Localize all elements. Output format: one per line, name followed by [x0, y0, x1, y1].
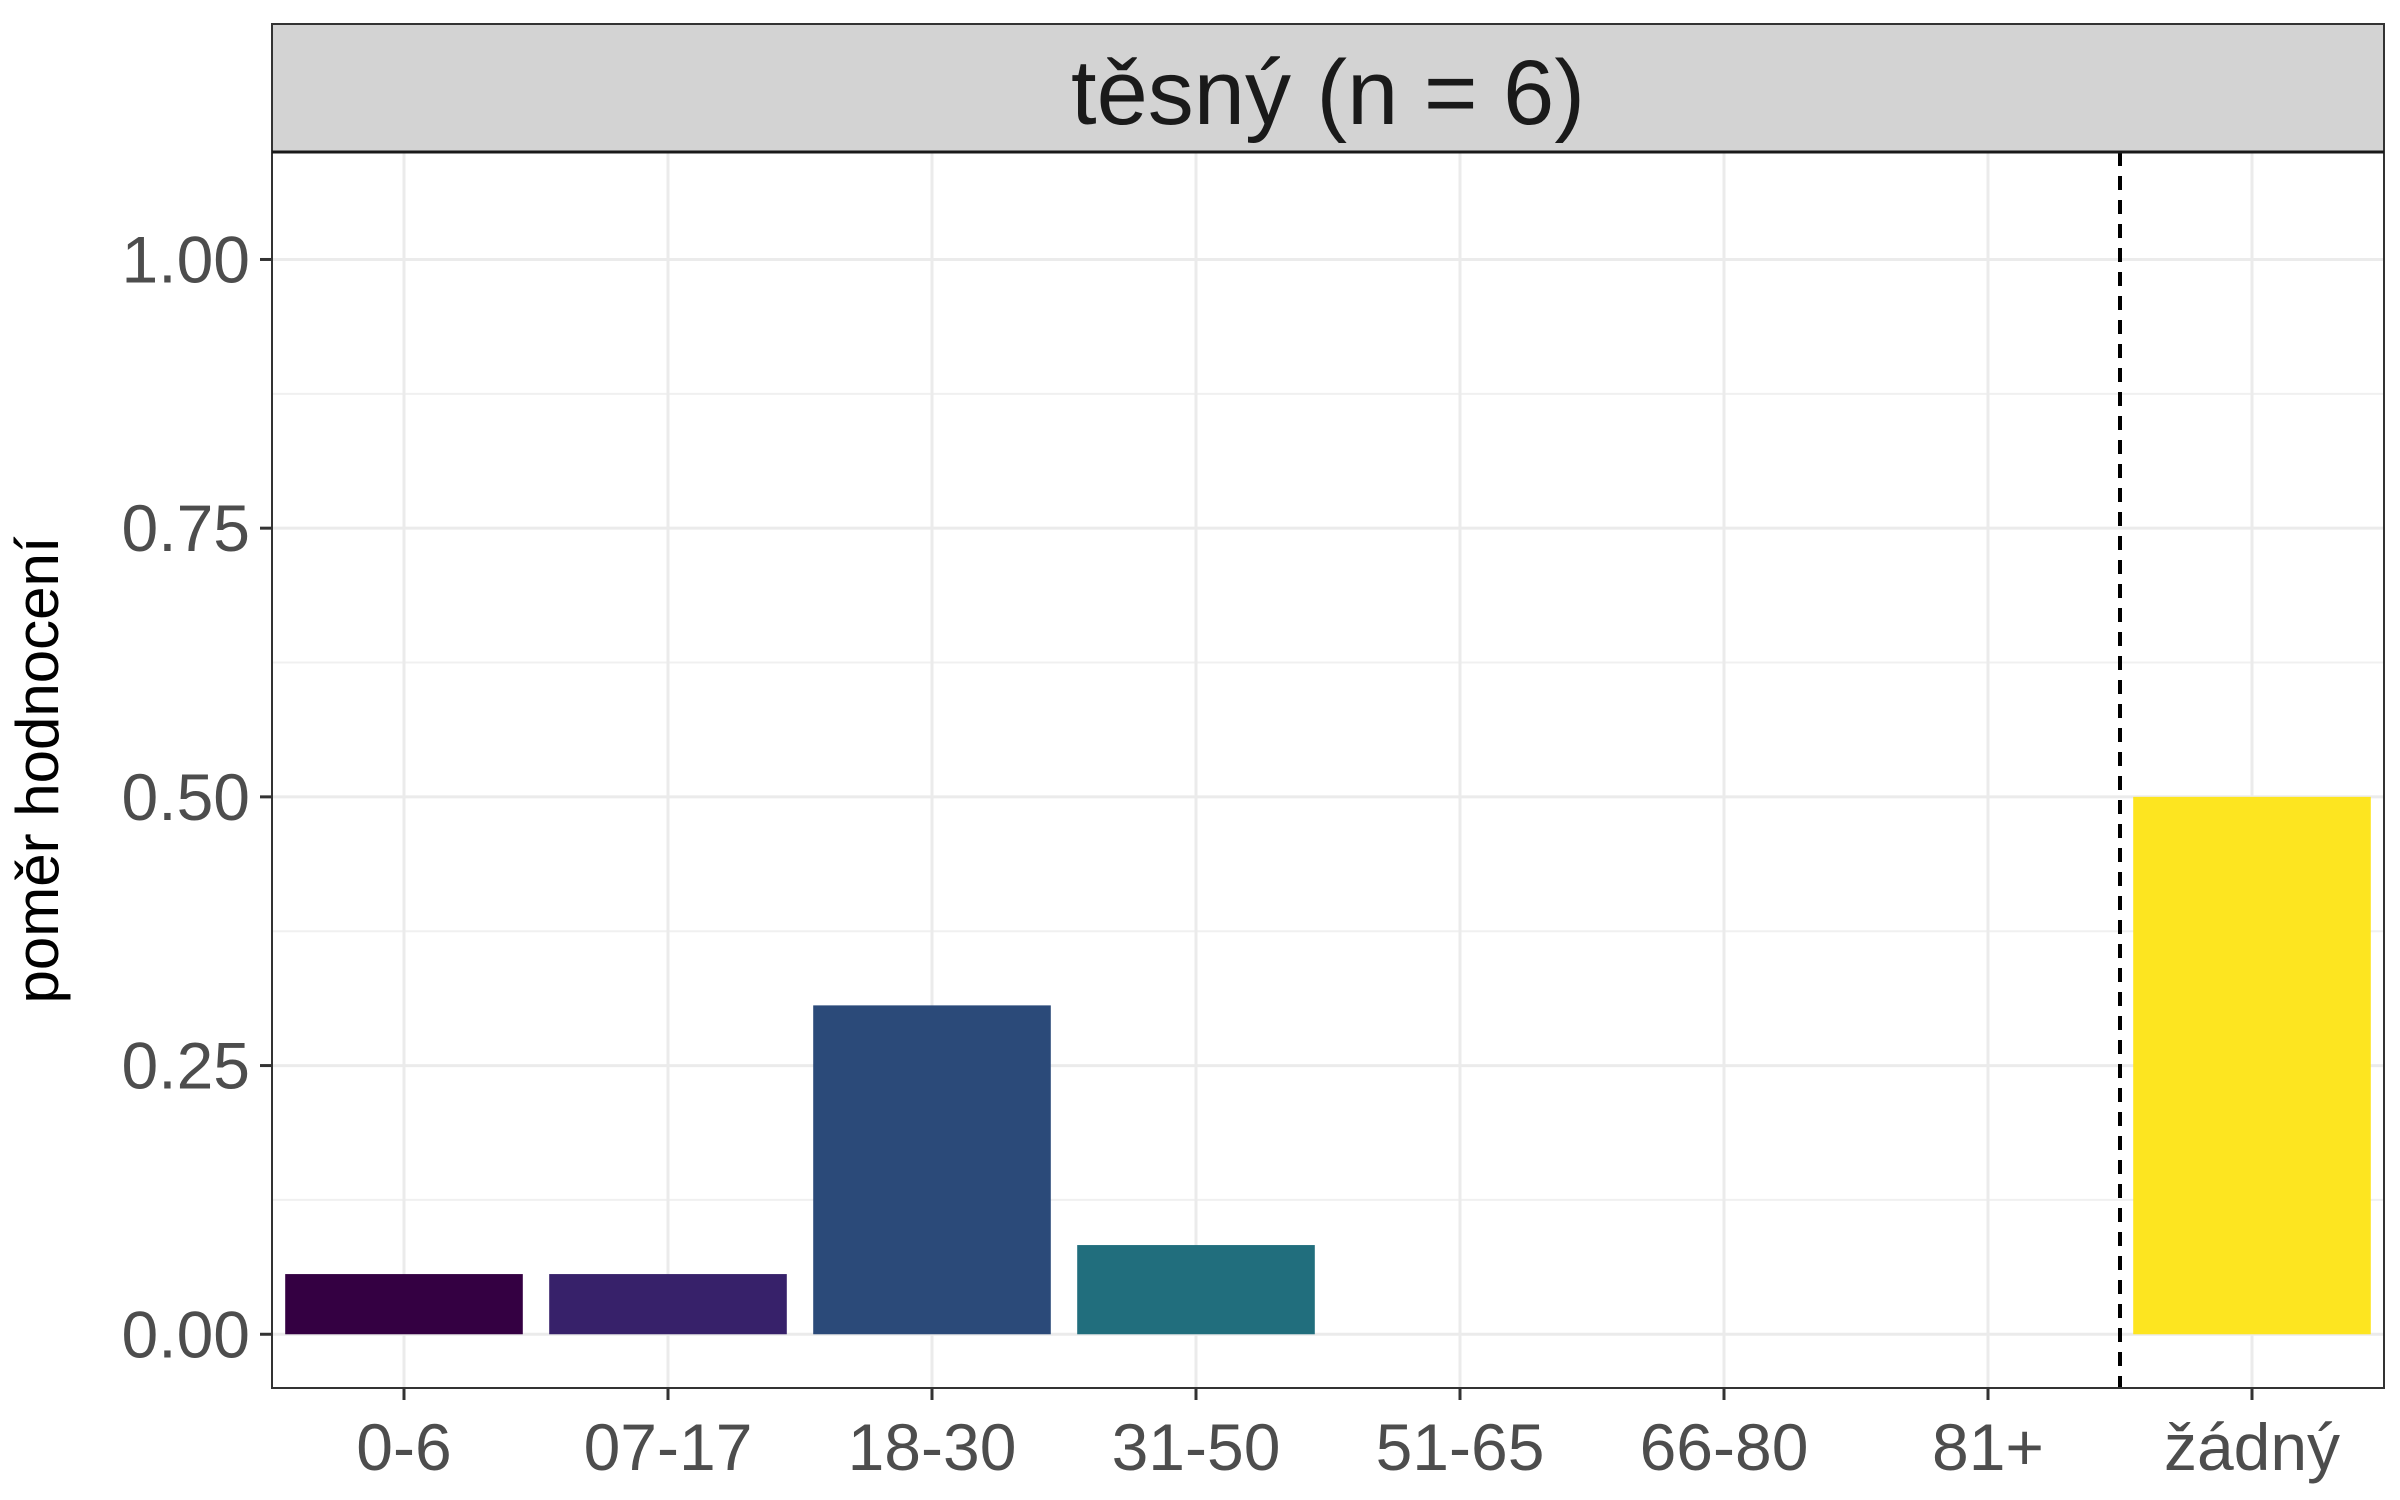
y-tick-label: 1.00: [122, 222, 250, 296]
facet-strip: [271, 23, 2385, 153]
x-tick-label: 07-17: [584, 1410, 753, 1484]
y-axis: 0.00 0.25 0.50 0.75 1.00: [122, 222, 272, 1371]
bar-18-30: [813, 1005, 1051, 1335]
x-tick-label: 81+: [1932, 1410, 2044, 1484]
grid-major: [272, 152, 2384, 1388]
y-tick-label: 0.00: [122, 1297, 250, 1371]
x-tick-label: 51-65: [1376, 1410, 1545, 1484]
y-tick-label: 0.25: [122, 1029, 250, 1103]
grid-minor: [272, 392, 2384, 1201]
plot-panel: [272, 152, 2384, 1388]
bar-0-6: [285, 1274, 523, 1335]
y-axis-title: poměr hodnocení: [4, 536, 71, 1003]
y-tick-label: 0.75: [122, 491, 250, 565]
bar-žádný: [2133, 796, 2371, 1335]
y-tick-label: 0.50: [122, 760, 250, 834]
x-tick-label: 31-50: [1112, 1410, 1281, 1484]
x-tick-label: 66-80: [1640, 1410, 1809, 1484]
bars: [285, 796, 2371, 1335]
bar-31-50: [1077, 1245, 1315, 1335]
x-tick-label: 18-30: [848, 1410, 1017, 1484]
x-tick-label: žádný: [2164, 1410, 2340, 1484]
bar-07-17: [549, 1274, 787, 1335]
x-axis: 0-6 07-17 18-30 31-50 51-65 66-80 81+ žádný: [356, 1388, 2340, 1484]
x-tick-label: 0-6: [356, 1410, 451, 1484]
facet-title: těsný (n = 6): [1071, 42, 1585, 144]
